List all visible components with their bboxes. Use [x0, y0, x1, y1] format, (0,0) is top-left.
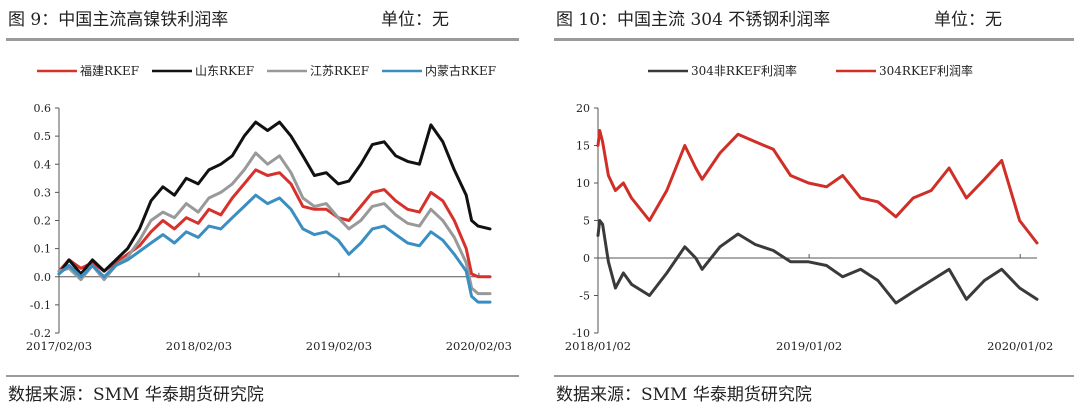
x-tick-label: 2018/02/03 [166, 339, 232, 353]
x-tick-label: 2019/01/02 [776, 339, 842, 353]
chart-title-row: 图 9：中国主流高镍铁利润率 单位：无 [8, 6, 517, 34]
chart-panel-figure-10: 图 10：中国主流 304 不锈钢利润率 单位：无 304非RKEF利润率 304… [548, 0, 1080, 420]
chart-panel-figure-9: 图 9：中国主流高镍铁利润率 单位：无 福建RKEF 山东RKEF 江苏RKEF 内蒙… [0, 0, 525, 420]
series-line [57, 193, 492, 304]
legend-label: 304RKEF利润率 [879, 63, 973, 78]
chart-plot-figure-10: 304非RKEF利润率 304RKEF利润率 -10 -5 0 5 10 15 20 2018/0… [565, 63, 1054, 353]
chart-title: 图 9：中国主流高镍铁利润率 [8, 10, 229, 30]
y-tick-label: 0.2 [34, 215, 52, 228]
series-line [57, 151, 492, 296]
chart-unit-label: 单位：无 [381, 10, 449, 30]
legend-label: 福建RKEF [80, 63, 139, 78]
source-note: 数据来源：SMM 华泰期货研究院 [556, 385, 812, 405]
title-divider [554, 38, 1074, 41]
x-tick-label: 2018/01/02 [565, 339, 631, 353]
y-tick-label: 0 [583, 252, 590, 265]
y-tick-label: 20 [576, 102, 590, 115]
chart-title: 图 10：中国主流 304 不锈钢利润率 [556, 10, 831, 30]
title-divider [6, 38, 519, 41]
source-divider [6, 375, 519, 377]
source-divider [554, 375, 1074, 377]
x-tick-label: 2020/02/03 [446, 339, 512, 353]
series-line [57, 120, 492, 276]
legend-label: 内蒙古RKEF [425, 63, 496, 78]
source-note: 数据来源：SMM 华泰期货研究院 [8, 385, 264, 405]
x-tick-label: 2019/02/03 [306, 339, 372, 353]
y-tick-label: 0.6 [34, 102, 52, 115]
y-tick-label: 0.1 [34, 243, 52, 256]
x-tick-label: 2020/01/02 [987, 339, 1053, 353]
chart-title-row: 图 10：中国主流 304 不锈钢利润率 单位：无 [556, 6, 1072, 34]
y-tick-label: 0.4 [34, 158, 52, 171]
chart-plot-figure-9: 福建RKEF 山东RKEF 江苏RKEF 内蒙古RKEF -0.2 -0.1 0.0 0.1 0… [26, 63, 512, 353]
y-tick-label: 10 [576, 177, 590, 190]
y-tick-label: 15 [576, 140, 590, 153]
y-tick-label: -10 [572, 327, 590, 340]
legend-label: 304非RKEF利润率 [691, 63, 797, 78]
x-tick-label: 2017/02/03 [26, 339, 92, 353]
y-tick-label: 0.3 [34, 186, 52, 199]
y-tick-label: -5 [579, 290, 590, 303]
y-tick-label: -0.1 [30, 299, 51, 312]
y-tick-label: 5 [583, 215, 590, 228]
series-line [596, 219, 1039, 305]
y-tick-label: 0.5 [34, 130, 52, 143]
y-tick-label: -0.2 [30, 327, 51, 340]
chart-unit-label: 单位：无 [934, 10, 1002, 30]
y-tick-label: 0.0 [34, 271, 52, 284]
series-line [596, 129, 1039, 245]
legend-label: 江苏RKEF [310, 64, 369, 78]
legend-label: 山东RKEF [195, 64, 254, 78]
